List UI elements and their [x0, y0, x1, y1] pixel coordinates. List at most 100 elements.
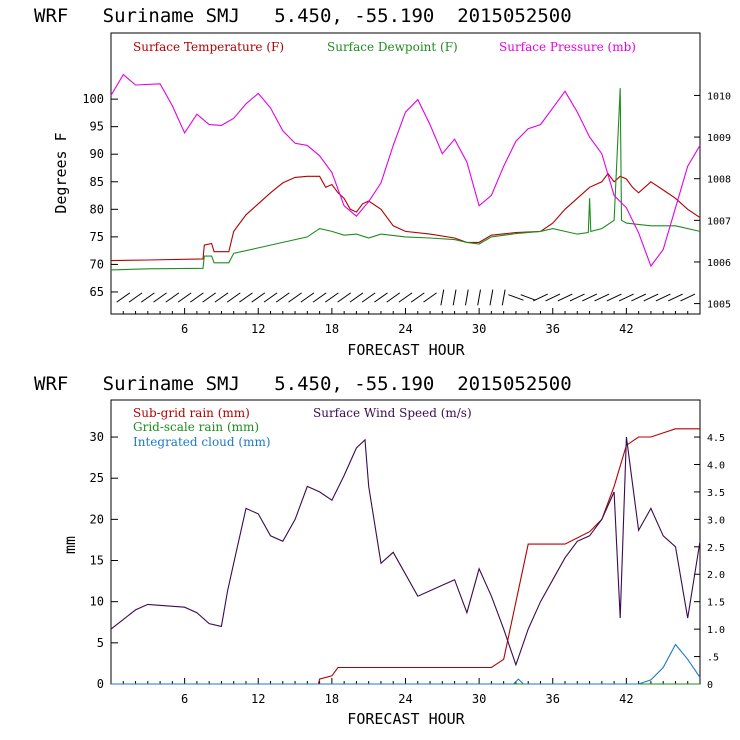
x-tick-label: 42 [619, 322, 633, 336]
y2-tick-label: 1005 [707, 300, 731, 311]
wind-barb [532, 293, 548, 302]
y-tick-label: 65 [90, 285, 104, 299]
wind-barb [557, 293, 573, 302]
wind-barb [520, 294, 536, 301]
series-line-surface-wind-speed-m-s [110, 436, 701, 667]
y2-tick-label: 1006 [707, 258, 731, 269]
wind-barb [631, 293, 647, 302]
x-tick-label: 36 [546, 322, 560, 336]
x-tick-label: 12 [251, 692, 265, 706]
wind-barb [190, 292, 204, 303]
wind-barb [606, 293, 622, 302]
x-tick-label: 24 [398, 692, 412, 706]
y2-tick-label: 3.5 [707, 488, 725, 499]
y-tick-label: 25 [90, 471, 104, 485]
wind-barb [594, 293, 610, 302]
temperature-panel: WRF Suriname SMJ 5.450, -55.190 20150525… [34, 5, 731, 359]
x-tick-label: 6 [181, 322, 188, 336]
x-tick-label: 30 [472, 322, 486, 336]
wind-barb [680, 293, 696, 302]
wind-barb [452, 289, 457, 306]
x-tick-label: 18 [325, 322, 339, 336]
x-axis: 6 12 18 24 30 36 42 FORECAST HOUR [122, 678, 689, 728]
wind-barb [263, 292, 278, 303]
y2-tick-label: 0 [707, 680, 713, 691]
legend-dewpoint: Surface Dewpoint (F) [327, 40, 458, 54]
wind-barbs [116, 289, 696, 306]
legend-temperature: Surface Temperature (F) [133, 40, 284, 54]
panel-title: WRF Suriname SMJ 5.450, -55.190 20150525… [34, 373, 572, 395]
wind-barb [275, 292, 290, 303]
y-tick-label: 5 [97, 636, 104, 650]
wind-barb [410, 292, 425, 303]
y2-tick-label: 1010 [707, 91, 731, 102]
y2-tick-label: 1007 [707, 216, 731, 227]
wind-barb [440, 289, 445, 306]
legend: Surface Temperature (F) Surface Dewpoint… [133, 40, 636, 54]
y2-tick-label: 1009 [707, 133, 731, 144]
legend-pressure: Surface Pressure (mb) [499, 40, 636, 54]
legend: Sub-grid rain (mm) Surface Wind Speed (m… [133, 406, 472, 449]
wind-barb [349, 292, 364, 303]
plot-frame [110, 32, 701, 315]
y2-tick-label: 3.0 [707, 515, 725, 526]
wind-barb [116, 292, 131, 303]
wind-barb [582, 293, 598, 302]
series-line-surface-temperature-f [110, 172, 701, 262]
legend-subgrid-rain: Sub-grid rain (mm) [133, 406, 250, 420]
x-tick-label: 6 [181, 692, 188, 706]
wind-barb [325, 292, 339, 303]
wind-barb [153, 292, 167, 303]
x-tick-label: 42 [619, 692, 633, 706]
y-axis: 0 5 10 15 20 25 30 mm [61, 430, 118, 691]
series-line-surface-dewpoint-f [110, 88, 701, 271]
wind-barb [312, 292, 327, 303]
x-tick-label: 18 [325, 692, 339, 706]
y-tick-label: 0 [97, 677, 104, 691]
y2-tick-label: 1.5 [707, 598, 725, 609]
y2-tick-label: 1.0 [707, 625, 725, 636]
x-axis-label: FORECAST HOUR [347, 710, 465, 728]
x-tick-label: 12 [251, 322, 265, 336]
y2-tick-label: .5 [707, 653, 719, 664]
wind-barb [300, 292, 315, 303]
y2-tick-label: 2.5 [707, 543, 725, 554]
wind-barb [398, 292, 413, 303]
wind-barb [501, 289, 506, 306]
x-tick-label: 30 [472, 692, 486, 706]
y-tick-label: 20 [90, 512, 104, 526]
y2-tick-label: 4.0 [707, 460, 725, 471]
wind-barb [141, 292, 155, 303]
wind-barb [226, 292, 241, 303]
wind-barb [545, 293, 561, 302]
y2-tick-label: 2.0 [707, 570, 725, 581]
y2-axis: 1005 1006 1007 1008 1009 1010 [694, 91, 731, 311]
y-tick-label: 10 [90, 595, 104, 609]
wind-barb [477, 289, 481, 306]
y-tick-label: 95 [90, 120, 104, 134]
legend-gridscale-rain: Grid-scale rain (mm) [133, 420, 259, 434]
series-line-sub-grid-rain-mm [111, 428, 700, 685]
legend-wind-speed: Surface Wind Speed (m/s) [313, 406, 472, 420]
wind-barb [386, 292, 401, 303]
wind-barb [128, 292, 143, 303]
wind-barb [361, 292, 376, 303]
series-line-integrated-cloud-mm [111, 643, 701, 685]
rain-wind-panel: WRF Suriname SMJ 5.450, -55.190 20150525… [34, 373, 725, 728]
wind-barb [177, 292, 192, 303]
wind-barb [374, 292, 388, 303]
x-tick-label: 24 [398, 322, 412, 336]
panel-title: WRF Suriname SMJ 5.450, -55.190 20150525… [34, 5, 572, 27]
y-tick-label: 75 [90, 230, 104, 244]
wind-barb [465, 289, 469, 306]
wind-barb [643, 293, 659, 302]
wind-barb [214, 292, 229, 303]
wind-barb [489, 289, 494, 306]
wind-barb [618, 293, 634, 302]
wind-barb [423, 292, 437, 303]
wind-barb [288, 292, 302, 303]
y-tick-label: 90 [90, 147, 104, 161]
wind-barb [165, 292, 180, 303]
y2-axis: 0 .5 1.0 1.5 2.0 2.5 3.0 3.5 4.0 4.5 [694, 433, 725, 691]
